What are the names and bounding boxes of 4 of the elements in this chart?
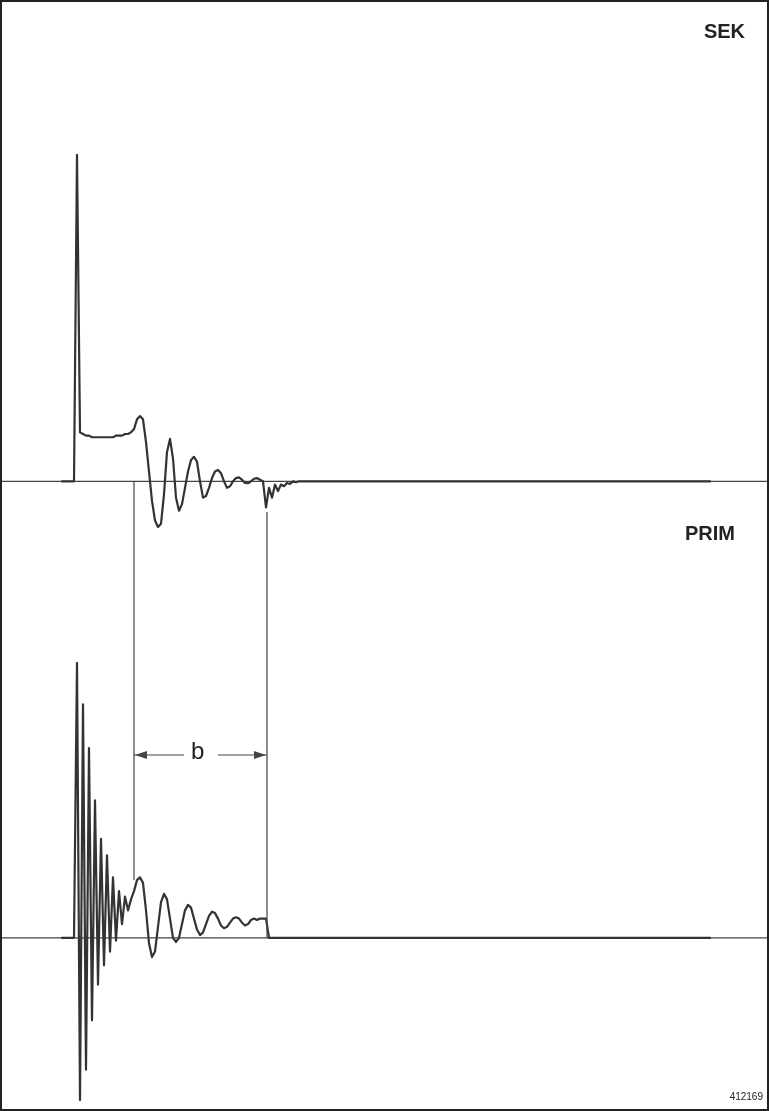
chart-title: SEK bbox=[703, 20, 745, 43]
chart-title: PRIM bbox=[685, 522, 735, 545]
annotation: b bbox=[191, 737, 205, 765]
text: 412169 bbox=[729, 1091, 763, 1102]
